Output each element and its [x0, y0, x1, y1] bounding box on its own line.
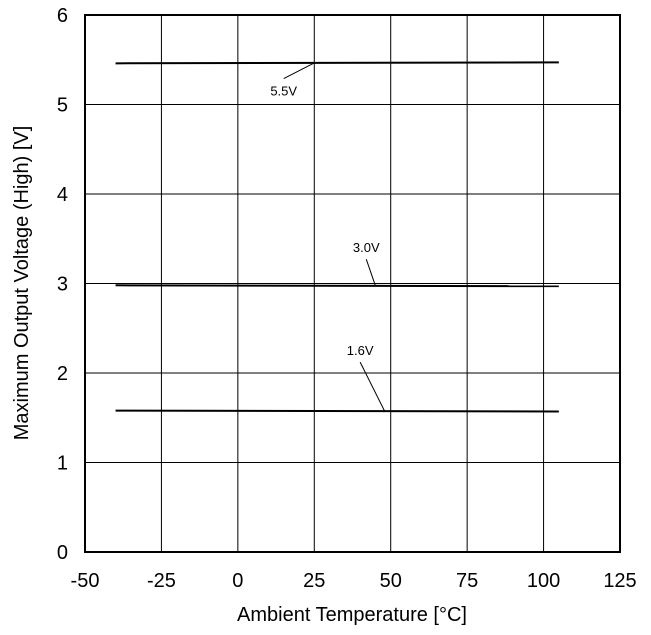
x-axis-tick-labels: -50 -25 0 25 50 75 100 125: [71, 570, 637, 592]
grid-lines: [84, 14, 621, 553]
x-tick-label: 25: [303, 570, 325, 592]
y-tick-label: 2: [57, 363, 68, 385]
x-axis-title: Ambient Temperature [°C]: [237, 604, 467, 626]
y-tick-label: 4: [57, 184, 68, 206]
annotation-leader-line: [365, 259, 376, 286]
y-axis-tick-labels: 0 1 2 3 4 5 6: [57, 5, 68, 564]
x-tick-label: 100: [527, 570, 560, 592]
x-tick-label: -50: [71, 570, 100, 592]
y-tick-label: 6: [57, 5, 68, 27]
y-tick-label: 1: [57, 453, 68, 475]
y-tick-label: 5: [57, 95, 68, 117]
series-label: 5.5V: [270, 84, 297, 99]
x-tick-label: 75: [456, 570, 478, 592]
series-label: 1.6V: [347, 343, 374, 358]
annotation-layer: 5.5V 3.0V 1.6V: [270, 62, 386, 412]
y-tick-label: 3: [57, 274, 68, 296]
series-label: 3.0V: [353, 240, 380, 255]
annotation-leader-line: [359, 361, 386, 412]
annotation-leader-line: [283, 62, 315, 79]
x-tick-label: -25: [147, 570, 176, 592]
series-line: [115, 284, 559, 288]
x-tick-label: 0: [232, 570, 243, 592]
series-line: [115, 409, 559, 413]
y-tick-label: 0: [57, 542, 68, 564]
y-axis-title: Maximum Output Voltage (High) [V]: [11, 126, 33, 441]
x-tick-label: 125: [603, 570, 636, 592]
series-line: [115, 61, 559, 65]
series-layer: [115, 61, 559, 413]
x-tick-label: 50: [380, 570, 402, 592]
plot-area-frame: [84, 14, 621, 553]
